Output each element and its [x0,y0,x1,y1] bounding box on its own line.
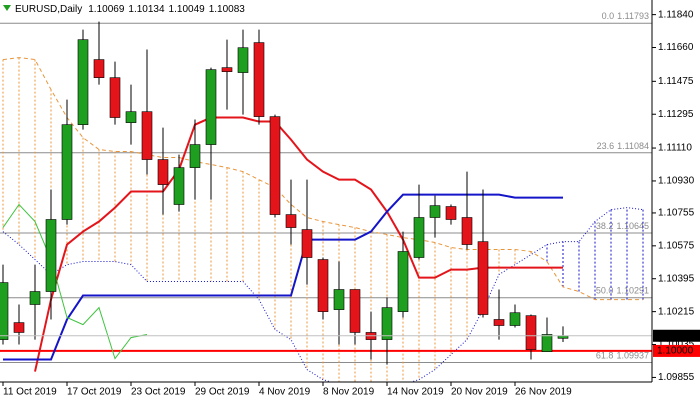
candle-body [413,217,425,258]
fib-price: 1.09937 [616,351,649,361]
candle-body [269,116,281,215]
y-tick-label: 1.10930 [658,176,695,187]
fib-price: 1.10291 [616,286,649,296]
senkou-span-b [2,207,644,382]
candle-body [61,124,73,220]
candle-body [253,42,265,117]
candle-body [125,111,137,123]
indicator-line [3,193,563,361]
candle-body [317,259,329,312]
candle-body [13,322,25,333]
x-tick-label: 14 Nov 2019 [387,387,444,398]
candle-body [301,229,313,258]
y-tick-label: 1.10035 [658,339,695,350]
candle-body [189,144,201,168]
x-tick-label: 11 Oct 2019 [3,387,57,398]
fib-level: 50.0 [596,286,614,296]
x-tick-label: 23 Oct 2019 [131,387,186,398]
candle-body [205,69,217,145]
fib-label: 23.6 1.11084 [597,141,649,151]
candle-body [237,47,249,73]
candle-body [141,111,153,160]
header-open: 1.10069 [88,4,125,15]
x-tick-label: 26 Nov 2019 [515,387,572,398]
candle-body [541,334,553,352]
last-price-box [653,329,700,342]
candle-body [509,312,521,326]
header-high: 1.10134 [128,4,165,15]
y-tick-label: 1.11660 [658,42,694,53]
y-tick-label: 1.10215 [658,306,695,317]
candle-body [445,206,457,220]
candle-body [29,291,41,305]
x-tick-label: 17 Oct 2019 [67,387,122,398]
candle-body [381,307,393,340]
candle-body [157,159,169,185]
x-tick-label: 4 Nov 2019 [259,387,311,398]
header: EURUSD,Daily 1.10069 1.10134 1.10049 1.10083 [3,4,245,15]
header-low: 1.10049 [169,4,206,15]
symbol: EURUSD,Daily [15,4,82,15]
candle-body [429,205,441,218]
candle-body [525,315,537,350]
support-price-label: 1.10000 [657,346,694,357]
fib-level: 23.6 [597,141,615,151]
y-tick-label: 1.10575 [658,240,695,251]
candle-body [285,214,297,228]
y-tick-label: 1.11475 [658,76,694,87]
y-tick-label: 1.09855 [658,372,695,383]
candle-body [45,219,57,292]
candle-body [109,77,121,118]
candle-body [477,241,489,315]
chart-title: EURUSD,Daily 1.10069 1.10134 1.10049 1.10083 [15,4,245,15]
fib-level: 0.0 [602,12,615,22]
symbol-icon [3,5,11,11]
header-close: 1.10083 [209,4,246,15]
fib-label: 0.0 1.11793 [602,12,649,22]
y-tick-label: 1.10395 [658,273,695,284]
y-tick-label: 1.10755 [658,208,695,219]
x-tick-label: 20 Nov 2019 [451,387,508,398]
fib-price: 1.10645 [616,221,649,231]
x-tick-label: 29 Oct 2019 [195,387,250,398]
fib-level: 38.2 [596,221,614,231]
y-tick-label: 1.11840 [658,9,694,20]
candle-body [221,67,233,72]
fib-label: 50.0 1.10291 [596,286,649,296]
candle-body [461,217,473,245]
senkou-span-a [2,57,643,301]
fib-label: 61.8 1.09937 [596,351,649,361]
fib-label: 38.2 1.10645 [596,221,649,231]
fib-price: 1.11793 [617,12,649,22]
candle-body [173,167,185,205]
fib-price: 1.11084 [617,141,649,151]
candle-body [397,251,409,312]
y-tick-label: 1.11110 [658,143,692,154]
fib-level: 61.8 [596,351,614,361]
indicator-line [34,116,563,372]
candle-body [493,319,505,326]
x-tick-label: 8 Nov 2019 [323,387,375,398]
support-price-box [653,344,700,357]
candle-body [93,59,105,78]
candle-body [333,289,345,310]
y-tick-label: 1.11295 [658,109,694,120]
candle-body [77,39,89,125]
indicator-line [2,203,148,360]
candle-body [0,282,9,340]
candle-body [349,289,361,333]
last-price-label: 1.10083 [657,330,694,341]
